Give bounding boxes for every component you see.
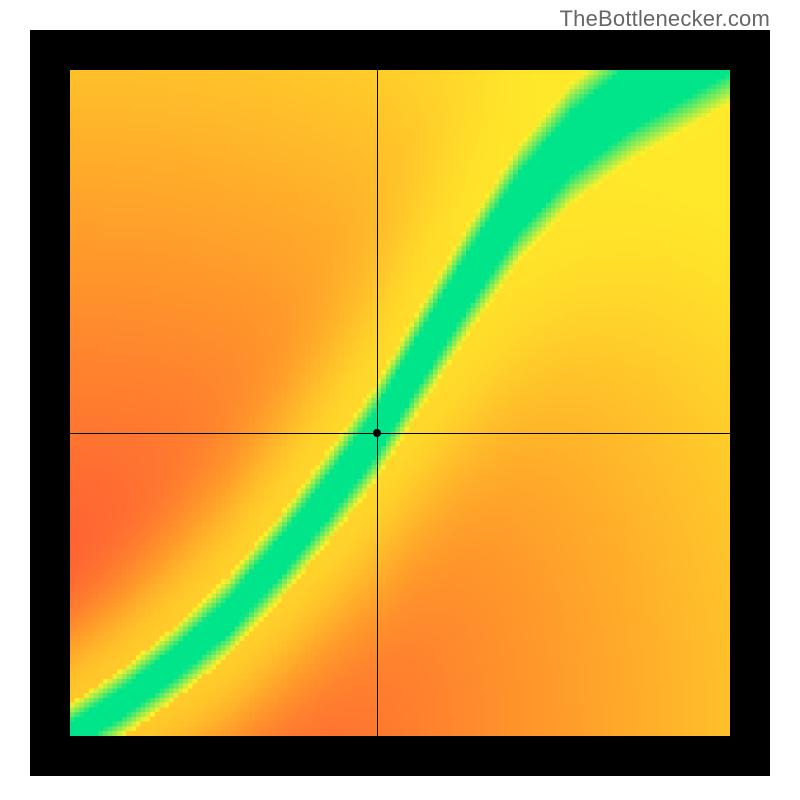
watermark-text: TheBottlenecker.com xyxy=(560,6,770,32)
figure-container: TheBottlenecker.com xyxy=(0,0,800,800)
heatmap-canvas xyxy=(70,70,730,736)
plot-inner xyxy=(70,70,730,736)
plot-outer-frame xyxy=(30,30,770,776)
crosshair-vertical xyxy=(377,70,378,736)
crosshair-horizontal xyxy=(70,433,730,434)
crosshair-dot xyxy=(373,429,381,437)
